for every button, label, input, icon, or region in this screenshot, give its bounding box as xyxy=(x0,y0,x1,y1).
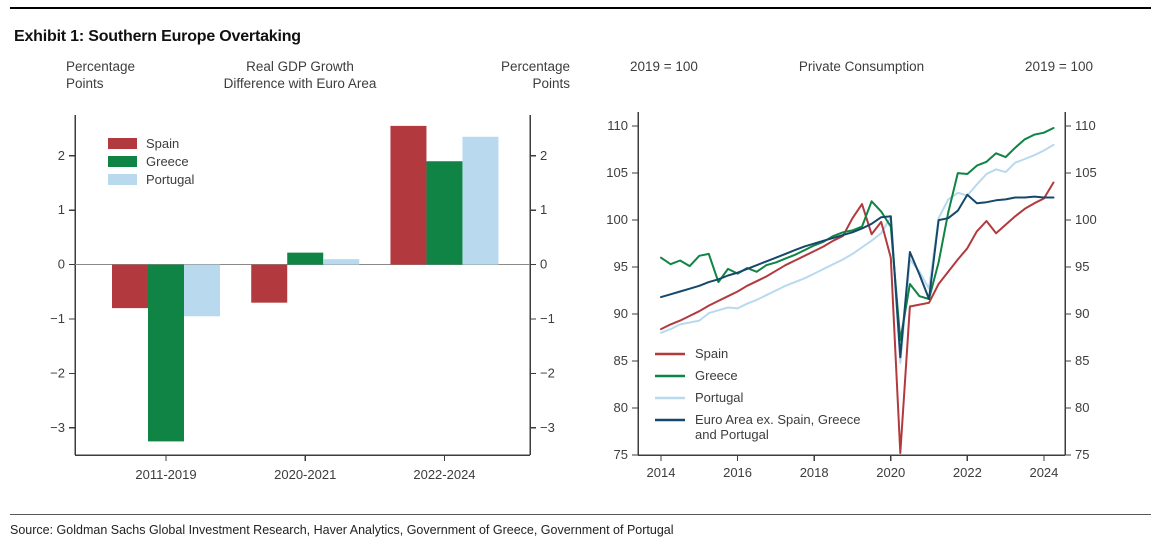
bar-category-label: 2020-2021 xyxy=(274,467,336,482)
bar-spain-2020-2021 xyxy=(251,264,288,303)
line-ytick-right: 105 xyxy=(1075,165,1097,180)
footer-rule: Source: Goldman Sachs Global Investment … xyxy=(10,514,1151,537)
bar-portugal-2020-2021 xyxy=(323,259,360,265)
line-xtick: 2022 xyxy=(953,465,982,480)
legend-label-euro_area: and Portugal xyxy=(695,427,769,442)
line-xtick: 2020 xyxy=(876,465,905,480)
line-ytick-left: 110 xyxy=(607,118,628,133)
bar-spain-2022-2024 xyxy=(390,125,427,265)
bar-ytick-right: −1 xyxy=(540,311,555,326)
bar-category-label: 2022-2024 xyxy=(413,467,475,482)
legend-label-greece: Greece xyxy=(695,368,738,383)
line-ytick-right: 80 xyxy=(1075,400,1089,415)
line-ytick-right: 95 xyxy=(1075,259,1089,274)
legend-label-portugal: Portugal xyxy=(146,172,195,187)
legend-swatch-portugal xyxy=(108,174,137,185)
private-consumption-line-chart: 2019 = 100 Private Consumption 2019 = 10… xyxy=(590,58,1110,512)
bar-ytick-left: 1 xyxy=(58,202,65,217)
bar-ytick-right: −3 xyxy=(540,420,555,435)
bar-ytick-left: −1 xyxy=(50,311,65,326)
bar-chart-svg: −3 −3 −2 −2 −1 −1 0 0 1 1 2 2 2011-2019 2020-2021 2022… xyxy=(50,115,555,482)
legend-label-greece: Greece xyxy=(146,154,189,169)
legend-label-spain: Spain xyxy=(146,136,179,151)
line-chart-header: 2019 = 100 Private Consumption 2019 = 10… xyxy=(590,58,1110,100)
line-ytick-right: 85 xyxy=(1075,353,1089,368)
bar-ytick-left: 2 xyxy=(58,148,65,163)
line-xtick: 2016 xyxy=(723,465,752,480)
bar-greece-2022-2024 xyxy=(426,161,463,265)
gdp-growth-bar-chart: Percentage Points Real GDP Growth Differ… xyxy=(30,58,570,512)
line-chart-svg: 75 75 80 80 85 85 90 90 95 95 100 100 105 105 110 110 20… xyxy=(606,112,1097,480)
bar-ytick-right: −2 xyxy=(540,365,555,380)
bar-ytick-left: −3 xyxy=(50,420,65,435)
line-ytick-left: 95 xyxy=(614,259,628,274)
legend-label-euro_area: Euro Area ex. Spain, Greece xyxy=(695,412,860,427)
page-title: Exhibit 1: Southern Europe Overtaking xyxy=(14,27,301,45)
line-ytick-right: 110 xyxy=(1075,118,1096,133)
bar-portugal-2011-2019 xyxy=(184,264,220,317)
bar-greece-2011-2019 xyxy=(148,264,184,442)
bar-right-axis-unit: Percentage Points xyxy=(500,59,570,91)
bar-ytick-left: −2 xyxy=(50,365,65,380)
bar-greece-2020-2021 xyxy=(287,252,324,265)
line-xtick: 2024 xyxy=(1029,465,1058,480)
legend-label-portugal: Portugal xyxy=(695,390,744,405)
bar-spain-2011-2019 xyxy=(112,264,148,309)
bar-ytick-right: 2 xyxy=(540,148,547,163)
bar-series-greece xyxy=(148,161,463,442)
series-line-spain xyxy=(660,181,1055,455)
line-ytick-left: 80 xyxy=(614,400,628,415)
line-ytick-right: 100 xyxy=(1075,212,1097,227)
bar-portugal-2022-2024 xyxy=(462,136,499,265)
legend-swatch-greece xyxy=(108,156,137,167)
legend-label-spain: Spain xyxy=(695,346,728,361)
line-chart-title: Private Consumption xyxy=(798,59,925,74)
line-xtick: 2014 xyxy=(647,465,676,480)
bar-ytick-right: 1 xyxy=(540,202,547,217)
line-left-axis-unit: 2019 = 100 xyxy=(630,59,698,74)
top-rule xyxy=(10,7,1151,9)
line-ytick-right: 75 xyxy=(1075,447,1089,462)
bar-series-spain xyxy=(112,125,427,309)
line-xtick: 2018 xyxy=(800,465,829,480)
line-ytick-left: 90 xyxy=(614,306,628,321)
line-ytick-left: 105 xyxy=(606,165,628,180)
bar-ytick-right: 0 xyxy=(540,257,547,272)
bar-chart-header: Percentage Points Real GDP Growth Differ… xyxy=(30,58,570,100)
bar-legend: Spain Greece Portugal xyxy=(108,136,195,187)
line-legend: Spain Greece Portugal Euro Area ex. Spain, … xyxy=(655,346,860,442)
line-ytick-right: 90 xyxy=(1075,306,1089,321)
bar-ytick-left: 0 xyxy=(58,257,65,272)
line-right-axis-unit: 2019 = 100 xyxy=(1025,59,1093,74)
source-note: Source: Goldman Sachs Global Investment … xyxy=(10,523,674,537)
line-ytick-left: 75 xyxy=(614,447,628,462)
series-line-greece xyxy=(660,127,1055,342)
line-ytick-left: 85 xyxy=(614,353,628,368)
bar-left-axis-unit: Percentage Points xyxy=(66,59,136,91)
series-line-euro_area xyxy=(660,193,1055,359)
bar-chart-title: Real GDP Growth Difference with Euro Are… xyxy=(223,59,377,91)
legend-swatch-spain xyxy=(108,138,137,149)
series-line-portugal xyxy=(660,143,1055,364)
bar-series-portugal xyxy=(184,136,499,317)
line-ytick-left: 100 xyxy=(606,212,628,227)
bar-category-label: 2011-2019 xyxy=(135,467,196,482)
